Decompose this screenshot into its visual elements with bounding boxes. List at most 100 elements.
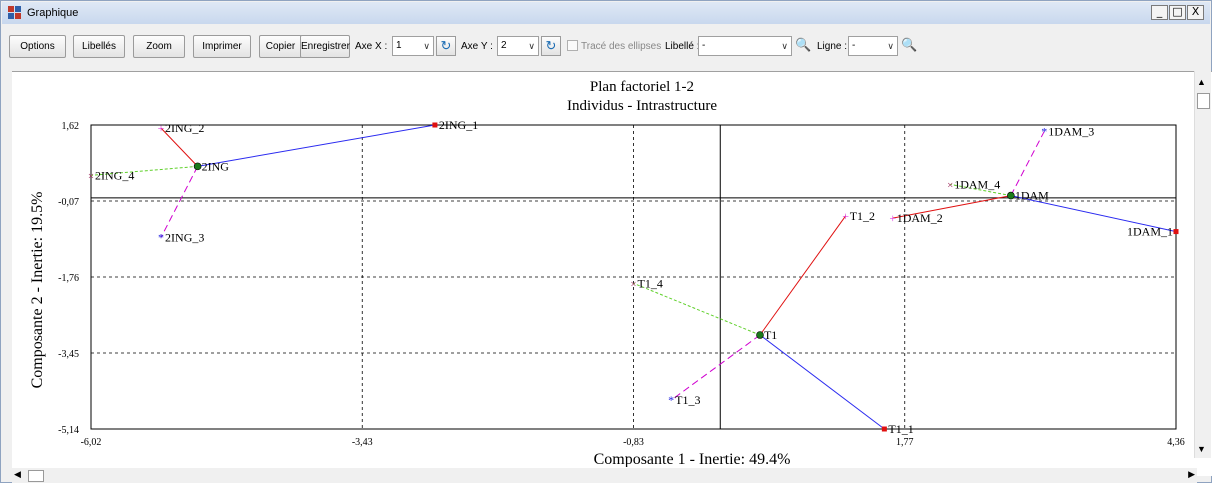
chevron-down-icon: ∨ <box>528 41 535 51</box>
ligne-select[interactable]: - ∨ <box>848 36 898 56</box>
vertical-scrollbar[interactable]: ▲ ▼ <box>1194 71 1211 458</box>
ligne-label: Ligne : <box>817 41 848 52</box>
centroid-label: T1 <box>764 328 777 342</box>
point-label: 1DAM_2 <box>897 211 943 225</box>
x-tick-label: 1,77 <box>896 437 914 448</box>
centroid-marker <box>756 331 764 339</box>
y-axis-label: Composante 2 - Inertie: 19.5% <box>29 192 46 389</box>
maximize-button[interactable]: □ <box>1169 5 1186 20</box>
point-marker: * <box>158 230 164 244</box>
point-label: T1_2 <box>850 209 875 223</box>
redo-icon[interactable]: ↻ <box>436 36 456 56</box>
point-label: T1_4 <box>638 276 663 290</box>
link-line <box>1010 195 1177 233</box>
axe-x-value: 1 <box>396 40 402 51</box>
axe-x-select[interactable]: 1 ∨ <box>392 36 434 56</box>
minimize-button[interactable]: _ <box>1151 5 1168 20</box>
point-label: T1_1 <box>888 422 913 436</box>
copier-button[interactable]: Copier <box>259 35 302 58</box>
axe-y-select[interactable]: 2 ∨ <box>497 36 539 56</box>
y-tick-label: -1,76 <box>58 273 79 284</box>
arrow-left-icon[interactable]: ◀ <box>14 469 21 479</box>
horizontal-scrollbar[interactable]: ◀ ▶ <box>12 468 1197 483</box>
centroid-marker <box>193 162 202 171</box>
point-marker: + <box>889 211 896 225</box>
point-label: 1DAM_4 <box>954 177 1000 191</box>
ellipses-checkbox[interactable] <box>567 40 578 51</box>
toolbar: Options Libellés Zoom Imprimer Copier En… <box>9 35 1204 59</box>
libelle-value: - <box>702 40 706 51</box>
libelle-select[interactable]: - ∨ <box>698 36 792 56</box>
chart-subtitle: Individus - Intrastructure <box>567 98 717 114</box>
centroid-label: 2ING <box>202 159 230 173</box>
link-line <box>759 215 847 336</box>
link-line <box>160 127 198 167</box>
point-label: 2ING_2 <box>165 121 204 135</box>
point-label: T1_3 <box>675 393 700 407</box>
point-marker <box>881 426 887 432</box>
scroll-thumb[interactable] <box>1197 93 1210 109</box>
plot-area: Plan factoriel 1-2 Individus - Intrastru… <box>12 71 1212 476</box>
centroid-marker <box>1007 191 1015 200</box>
point-label: 1DAM_3 <box>1048 124 1094 138</box>
point-label: 1DAM_1 <box>1127 225 1173 239</box>
close-button[interactable]: X <box>1187 5 1204 20</box>
link-line <box>670 334 761 401</box>
zoom-button[interactable]: Zoom <box>133 35 185 58</box>
y-tick-label: 1,62 <box>62 121 80 132</box>
x-tick-label: -6,02 <box>81 437 102 448</box>
ellipses-label: Tracé des ellipses <box>581 41 662 52</box>
chevron-down-icon: ∨ <box>887 41 894 51</box>
binoculars-icon[interactable]: 🔍 <box>901 37 918 52</box>
centroid-label: 1DAM <box>1015 189 1049 203</box>
redo-icon[interactable]: ↻ <box>541 36 561 56</box>
link-line <box>633 282 761 336</box>
point-marker: + <box>158 121 165 135</box>
binoculars-icon[interactable]: 🔍 <box>795 37 812 52</box>
x-tick-label: -0,83 <box>623 437 644 448</box>
link-line <box>1010 131 1045 196</box>
arrow-up-icon[interactable]: ▲ <box>1197 77 1206 87</box>
enregistrer-button[interactable]: Enregistrer <box>300 35 350 58</box>
libelle-label: Libellé : <box>665 41 700 52</box>
axe-y-value: 2 <box>501 40 507 51</box>
options-button[interactable]: Options <box>9 35 66 58</box>
axe-y-label: Axe Y : <box>461 41 493 52</box>
point-marker: × <box>88 170 94 182</box>
arrow-right-icon[interactable]: ▶ <box>1188 469 1195 479</box>
point-marker: + <box>842 209 849 223</box>
link-line <box>759 334 885 430</box>
window-title: Graphique <box>27 7 79 19</box>
point-marker <box>1173 229 1179 235</box>
x-axis-label: Composante 1 - Inertie: 49.4% <box>594 451 791 467</box>
link-line <box>90 165 198 176</box>
chevron-down-icon: ∨ <box>781 41 788 51</box>
point-label: 2ING_1 <box>439 118 478 132</box>
axe-x-label: Axe X : <box>355 41 388 52</box>
scroll-thumb[interactable] <box>28 470 44 482</box>
title-bar: Graphique _ □ X <box>2 2 1210 24</box>
x-tick-label: 4,36 <box>1167 437 1185 448</box>
point-marker <box>432 122 438 128</box>
chevron-down-icon: ∨ <box>423 41 430 51</box>
arrow-down-icon[interactable]: ▼ <box>1197 444 1206 454</box>
point-marker: * <box>668 393 674 407</box>
y-tick-label: -3,45 <box>58 349 79 360</box>
libelles-button[interactable]: Libellés <box>73 35 125 58</box>
ligne-value: - <box>852 40 856 51</box>
link-line <box>197 124 435 167</box>
link-line <box>950 183 1011 197</box>
x-tick-label: -3,43 <box>352 437 373 448</box>
link-line <box>160 166 199 238</box>
imprimer-button[interactable]: Imprimer <box>193 35 251 58</box>
point-label: 2ING_3 <box>165 230 204 244</box>
y-tick-label: -5,14 <box>58 425 79 436</box>
link-line <box>892 195 1011 219</box>
chart-app-icon <box>8 6 22 20</box>
factorial-chart: Plan factoriel 1-2 Individus - Intrastru… <box>29 79 1185 468</box>
chart-title: Plan factoriel 1-2 <box>590 79 694 95</box>
point-label: 2ING_4 <box>95 168 134 182</box>
y-tick-label: -0,07 <box>58 197 79 208</box>
point-marker: × <box>947 179 953 191</box>
